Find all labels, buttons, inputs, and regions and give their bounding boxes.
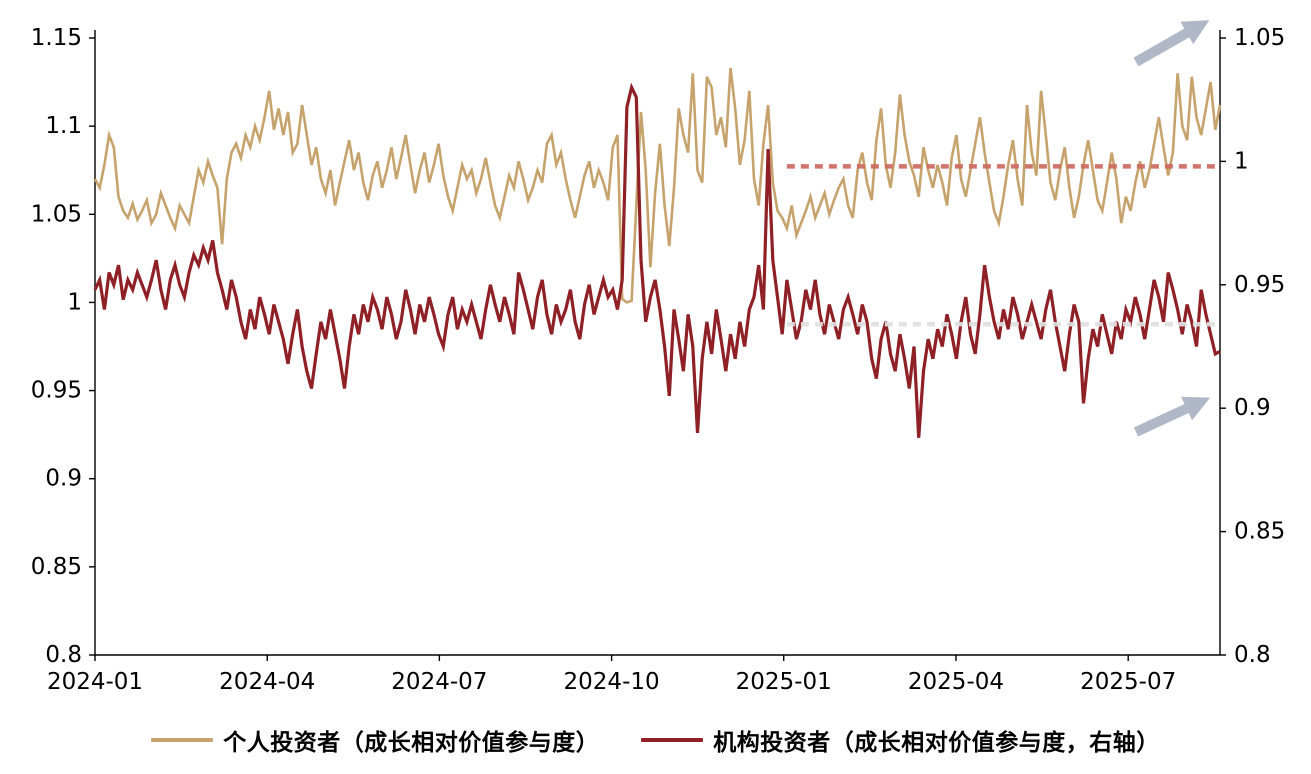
dual-axis-line-chart: 1.15 1.1 1.05 1 0.95 0.9 0.85 0.8 1.05 1 0.95 0.9 0.… (31, 20, 1285, 695)
legend-item-personal-investors: 个人投资者（成长相对价值参与度） (151, 723, 599, 757)
left-axis-label: 1 (67, 289, 82, 315)
x-axis-label: 2024-04 (219, 669, 315, 695)
legend: 个人投资者（成长相对价值参与度） 机构投资者（成长相对价值参与度，右轴） (0, 714, 1311, 766)
left-axis-label: 0.95 (31, 378, 82, 404)
legend-label-institutional-investors: 机构投资者（成长相对价值参与度，右轴） (713, 730, 1160, 756)
legend-swatch-personal-investors (151, 738, 214, 742)
left-axis-label: 1.15 (31, 25, 82, 51)
x-axis-label: 2025-04 (908, 669, 1004, 695)
trend-arrow-icon (1133, 20, 1210, 67)
right-axis-label: 0.9 (1234, 395, 1271, 421)
x-axis-label: 2024-01 (47, 669, 143, 695)
legend-swatch-institutional-investors (641, 738, 704, 742)
x-axis-label: 2024-10 (564, 669, 660, 695)
x-axis-label: 2025-07 (1080, 669, 1176, 695)
right-axis-label: 0.95 (1234, 272, 1285, 298)
series-line-institutional (93, 82, 1221, 438)
trend-arrow-icon (1133, 396, 1211, 437)
left-axis-label: 1.1 (45, 113, 82, 139)
right-axis-label: 1 (1234, 148, 1249, 174)
x-axis-label: 2024-07 (391, 669, 487, 695)
series-line-personal (93, 67, 1222, 304)
legend-label-personal-investors: 个人投资者（成长相对价值参与度） (223, 730, 600, 756)
right-axis-label: 0.8 (1234, 642, 1271, 668)
right-axis-label: 0.85 (1234, 519, 1285, 545)
left-axis-label: 0.85 (31, 554, 82, 580)
left-axis-label: 0.9 (45, 466, 82, 492)
left-axis-label: 1.05 (31, 201, 82, 227)
left-axis-label: 0.8 (45, 642, 82, 668)
right-axis-label: 1.05 (1234, 25, 1285, 51)
legend-item-institutional-investors: 机构投资者（成长相对价值参与度，右轴） (641, 723, 1160, 757)
x-axis-label: 2025-01 (736, 669, 832, 695)
